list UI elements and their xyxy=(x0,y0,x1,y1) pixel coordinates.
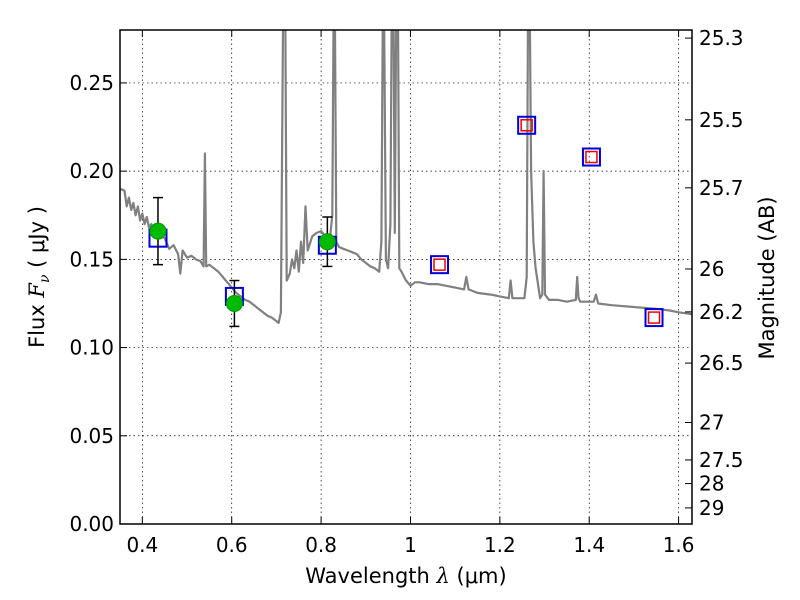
upper-limit-square-marker xyxy=(585,150,598,164)
y2-tick-label: 28 xyxy=(699,472,724,496)
y-tick-label: 0.00 xyxy=(69,512,114,536)
axis-ticks: 0.4 0.6 0.8 1 1.2 1.4 1.6 0.00 0.05 0.10 0.15 0.20 0… xyxy=(69,26,743,557)
model-square-marker xyxy=(430,255,450,275)
y2-tick-label: 29 xyxy=(699,496,724,520)
y2-tick-label: 26.2 xyxy=(699,300,744,324)
y2-tick-label: 25.5 xyxy=(699,108,744,132)
observed-data-point xyxy=(318,233,336,251)
x-tick-label: 1 xyxy=(404,533,417,557)
y-axis-label: Flux Fν ( μJy ) xyxy=(25,206,53,348)
y-tick-label: 0.05 xyxy=(69,424,114,448)
y2-tick-label: 26 xyxy=(699,257,724,281)
y-tick-label: 0.15 xyxy=(69,247,114,271)
x-tick-label: 1.6 xyxy=(663,533,695,557)
spectrum-line xyxy=(120,30,692,324)
model-square-marker xyxy=(644,308,664,328)
x-axis-label: Wavelength λ (μm) xyxy=(305,564,506,588)
model-square-marker xyxy=(517,115,537,135)
upper-limit-square-marker xyxy=(647,311,661,324)
upper-limit-square-marker xyxy=(520,119,533,132)
y2-tick-label: 25.7 xyxy=(699,176,744,200)
plot-data xyxy=(120,30,692,328)
y2-tick-label: 25.3 xyxy=(699,26,744,50)
observed-data-point xyxy=(149,222,167,240)
x-tick-label: 1.2 xyxy=(484,533,516,557)
model-square-marker xyxy=(581,147,601,167)
upper-limit-square-marker xyxy=(433,258,446,271)
y2-axis-label: Magnitude (AB) xyxy=(755,196,779,359)
y-tick-label: 0.10 xyxy=(69,336,114,360)
observed-data-point xyxy=(225,294,243,312)
x-tick-label: 0.8 xyxy=(305,533,337,557)
y2-tick-label: 27.5 xyxy=(699,448,744,472)
y2-tick-label: 27 xyxy=(699,410,724,434)
plot-frame xyxy=(119,29,693,525)
x-tick-label: 0.4 xyxy=(126,533,158,557)
y2-tick-label: 26.5 xyxy=(699,351,744,375)
y-tick-label: 0.20 xyxy=(69,159,114,183)
x-tick-label: 0.6 xyxy=(216,533,248,557)
x-tick-label: 1.4 xyxy=(573,533,605,557)
y-tick-label: 0.25 xyxy=(69,71,114,95)
